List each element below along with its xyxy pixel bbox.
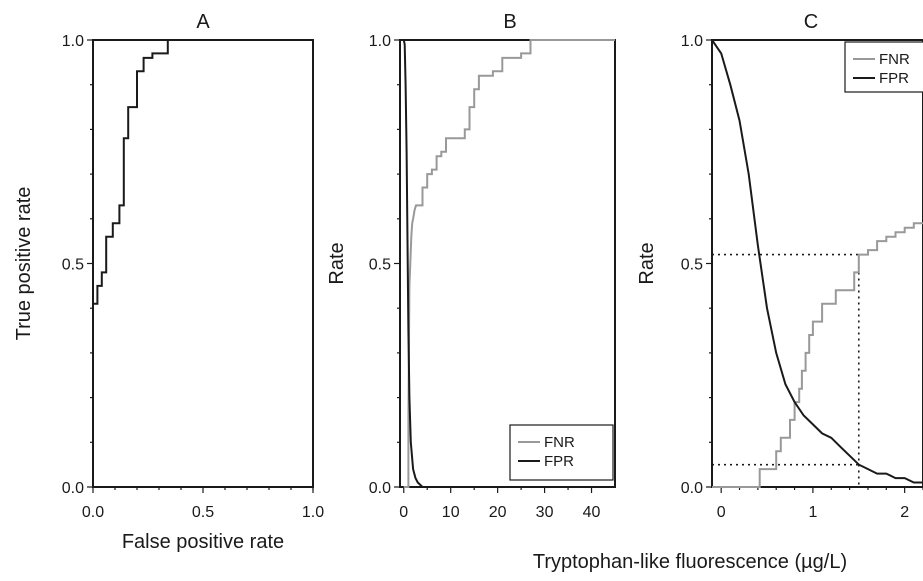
y-tick-label: 0.5 [681, 257, 703, 274]
x-tick-label: 0 [399, 504, 408, 521]
x-axis-label: False positive rate [122, 531, 284, 553]
x-tick-label: 2 [900, 504, 909, 521]
y-axis-label: Rate [326, 242, 348, 284]
x-tick-label: 1.0 [302, 504, 324, 521]
x-tick-label: 40 [583, 504, 601, 521]
plot-frame [92, 39, 314, 488]
series-line-fnr [403, 39, 615, 488]
legend-label-fnr: FNR [544, 434, 575, 451]
y-tick-label: 1.0 [681, 33, 703, 50]
legend-label-fnr: FNR [879, 51, 910, 68]
y-tick-label: 0.5 [369, 257, 391, 274]
panel-title: B [503, 11, 516, 33]
y-axis-label: True positive rate [13, 187, 35, 341]
panel-c: C Rate 0.0 0.5 1.0 0 1 2 FNR FPR [636, 11, 923, 521]
x-tick-label: 0.0 [82, 504, 104, 521]
panel-title: A [196, 11, 210, 33]
x-tick-label: 1 [808, 504, 817, 521]
series-line-fpr [712, 39, 923, 484]
legend-label-fpr: FPR [879, 70, 909, 87]
panel-a: A True positive rate False positive rate 0.… [13, 11, 324, 553]
series-line-fnr [712, 222, 923, 488]
y-tick-label: 0.0 [681, 480, 703, 497]
x-tick-label: 10 [442, 504, 460, 521]
x-tick-label: 20 [489, 504, 507, 521]
y-tick-label: 0.5 [62, 257, 84, 274]
y-tick-label: 1.0 [369, 33, 391, 50]
x-tick-label: 30 [536, 504, 554, 521]
y-tick-label: 0.0 [62, 480, 84, 497]
x-tick-label: 0.5 [192, 504, 214, 521]
shared-x-axis-label: Tryptophan-like fluorescence (µg/L) [533, 551, 847, 573]
y-tick-label: 1.0 [62, 33, 84, 50]
plot-frame [399, 39, 616, 488]
legend-label-fpr: FPR [544, 453, 574, 470]
y-axis-label: Rate [636, 242, 658, 284]
series-line-roc [93, 39, 313, 487]
series-line-fpr [402, 39, 615, 488]
y-tick-label: 0.0 [369, 480, 391, 497]
panel-b: B Rate 0.0 0.5 1.0 0 10 20 30 40 FNR FPR [326, 11, 616, 521]
panel-title: C [804, 11, 818, 33]
plot-frame [711, 39, 923, 488]
legend-box [509, 424, 614, 481]
x-tick-label: 0 [717, 504, 726, 521]
legend-box [844, 41, 923, 93]
